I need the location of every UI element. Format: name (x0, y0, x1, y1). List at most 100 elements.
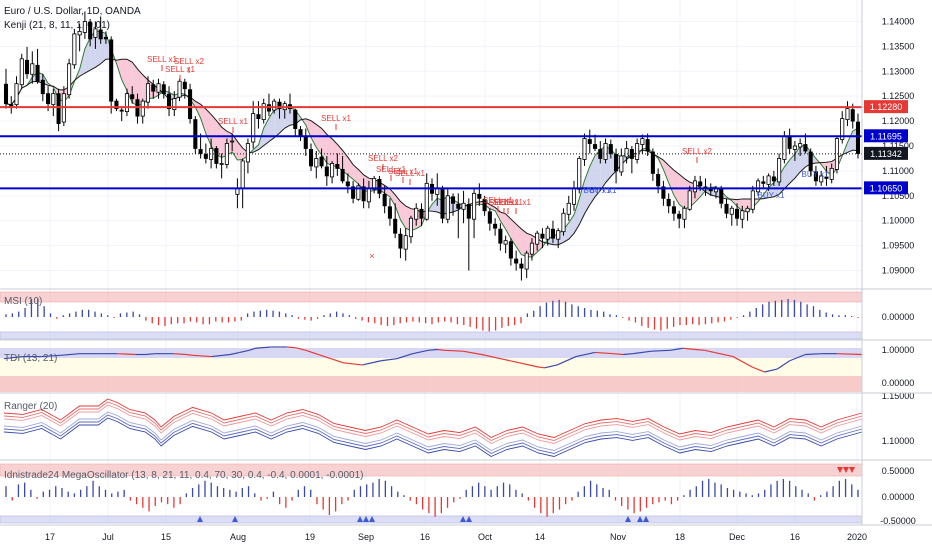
candle-body (582, 138, 587, 160)
candle-body (156, 83, 161, 93)
tdi-line-segment (538, 366, 545, 369)
cloud-segment (510, 219, 517, 247)
candle-body (130, 94, 135, 100)
candle-body (140, 100, 145, 117)
signal-label: BUY x1 (590, 186, 618, 195)
buy-triangle-marker (232, 516, 238, 522)
candle-body (477, 193, 482, 199)
oversold-band (0, 331, 863, 340)
indicator-layer (3, 299, 863, 522)
buy-triangle-marker (625, 516, 631, 522)
signal-label: SELL x2 (682, 147, 712, 156)
candle-body (850, 109, 855, 122)
candle-body (293, 109, 298, 129)
time-tick-label: 16 (790, 532, 800, 542)
candle-body (692, 180, 697, 193)
tdi-line-segment (211, 353, 231, 358)
signal-label: SELL x1 (321, 114, 351, 123)
candle-body (745, 207, 750, 213)
tdi-line-segment (623, 353, 633, 356)
candle-body (498, 228, 503, 244)
tdi-line-segment (412, 349, 429, 355)
candle-body (719, 188, 724, 204)
candle-body (466, 203, 471, 219)
tdi-line-segment (732, 356, 753, 368)
tdi-line-segment (41, 354, 61, 358)
candle-body (387, 206, 392, 219)
tdi-line-segment (613, 353, 624, 356)
tdi-line-segment (186, 353, 193, 356)
candle-body (834, 138, 839, 170)
cloud-segment (332, 138, 338, 167)
candle-body (251, 113, 256, 143)
candle-body (214, 148, 219, 164)
sell-triangle-marker (843, 467, 849, 473)
candle-body (330, 163, 335, 178)
buy-triangle-marker (369, 516, 375, 522)
signal-label: SELL x1 (483, 196, 513, 205)
cloud-segment (305, 118, 312, 138)
cloud-segment (137, 68, 143, 106)
price-tick-label: 1.12500 (882, 91, 915, 101)
cloud-segment (347, 157, 354, 180)
candle-body (14, 83, 19, 106)
candle-body (56, 93, 61, 124)
candle-body (803, 144, 808, 152)
candle-body (98, 29, 103, 40)
cloud-segment (200, 104, 206, 134)
cloud-segment (794, 146, 801, 179)
signal-label: SELL x1 (501, 198, 531, 207)
signal-label: BUY x1 (758, 191, 786, 200)
candle-body (419, 208, 424, 219)
candle-body (666, 198, 671, 207)
cloud-segment (673, 170, 680, 205)
sell-triangle-marker (849, 467, 855, 473)
cloud-segment (579, 180, 585, 225)
candle-body (735, 208, 740, 219)
candle-body (508, 241, 513, 259)
candle-body (829, 168, 834, 180)
tdi-line-segment (462, 350, 482, 356)
price-tick-label: 1.10000 (882, 216, 915, 226)
study-title: Kenji (21, 8, 11, 1, 0.01) (4, 20, 110, 31)
candle-body (614, 154, 619, 172)
cloud-segment (274, 108, 280, 138)
candle-body (761, 181, 766, 184)
price-label: 1.10650 (870, 183, 903, 193)
cloud-segment (353, 164, 359, 184)
candle-body (151, 84, 156, 92)
cloud-segment (679, 174, 685, 209)
tdi-line-segment (670, 347, 683, 351)
tdi-line-segment (443, 349, 463, 352)
candle-body (524, 252, 529, 270)
tdi-line-segment (776, 360, 791, 370)
tdi-line-segment (695, 348, 705, 351)
candle-body (840, 118, 845, 140)
time-tick-label: 16 (420, 532, 430, 542)
tdi-line-segment (296, 347, 306, 351)
cloud-segment (263, 118, 269, 146)
cloud-segment (268, 109, 275, 142)
candle-body (230, 140, 235, 143)
buy-triangle-marker (197, 516, 203, 522)
panel-separators (0, 0, 932, 526)
kenji-cloud (5, 30, 859, 258)
candle-body (245, 143, 250, 163)
signal-label: SELL x1 (147, 55, 177, 64)
tdi-line-segment (632, 350, 652, 355)
cloud-segment (100, 31, 106, 64)
candle-body (256, 114, 261, 119)
candle-body (493, 223, 498, 229)
tdi-tick-label: 0.00000 (882, 378, 915, 388)
candle-body (708, 188, 713, 192)
candle-body (345, 181, 350, 187)
sell-triangle-marker (837, 467, 843, 473)
ranger-band-line (3, 411, 863, 452)
tdi-line-segment (248, 347, 256, 351)
cloud-segment (326, 134, 333, 166)
tdi-lower-band (0, 376, 862, 392)
candle-body (545, 227, 550, 240)
cloud-segment (763, 187, 769, 199)
